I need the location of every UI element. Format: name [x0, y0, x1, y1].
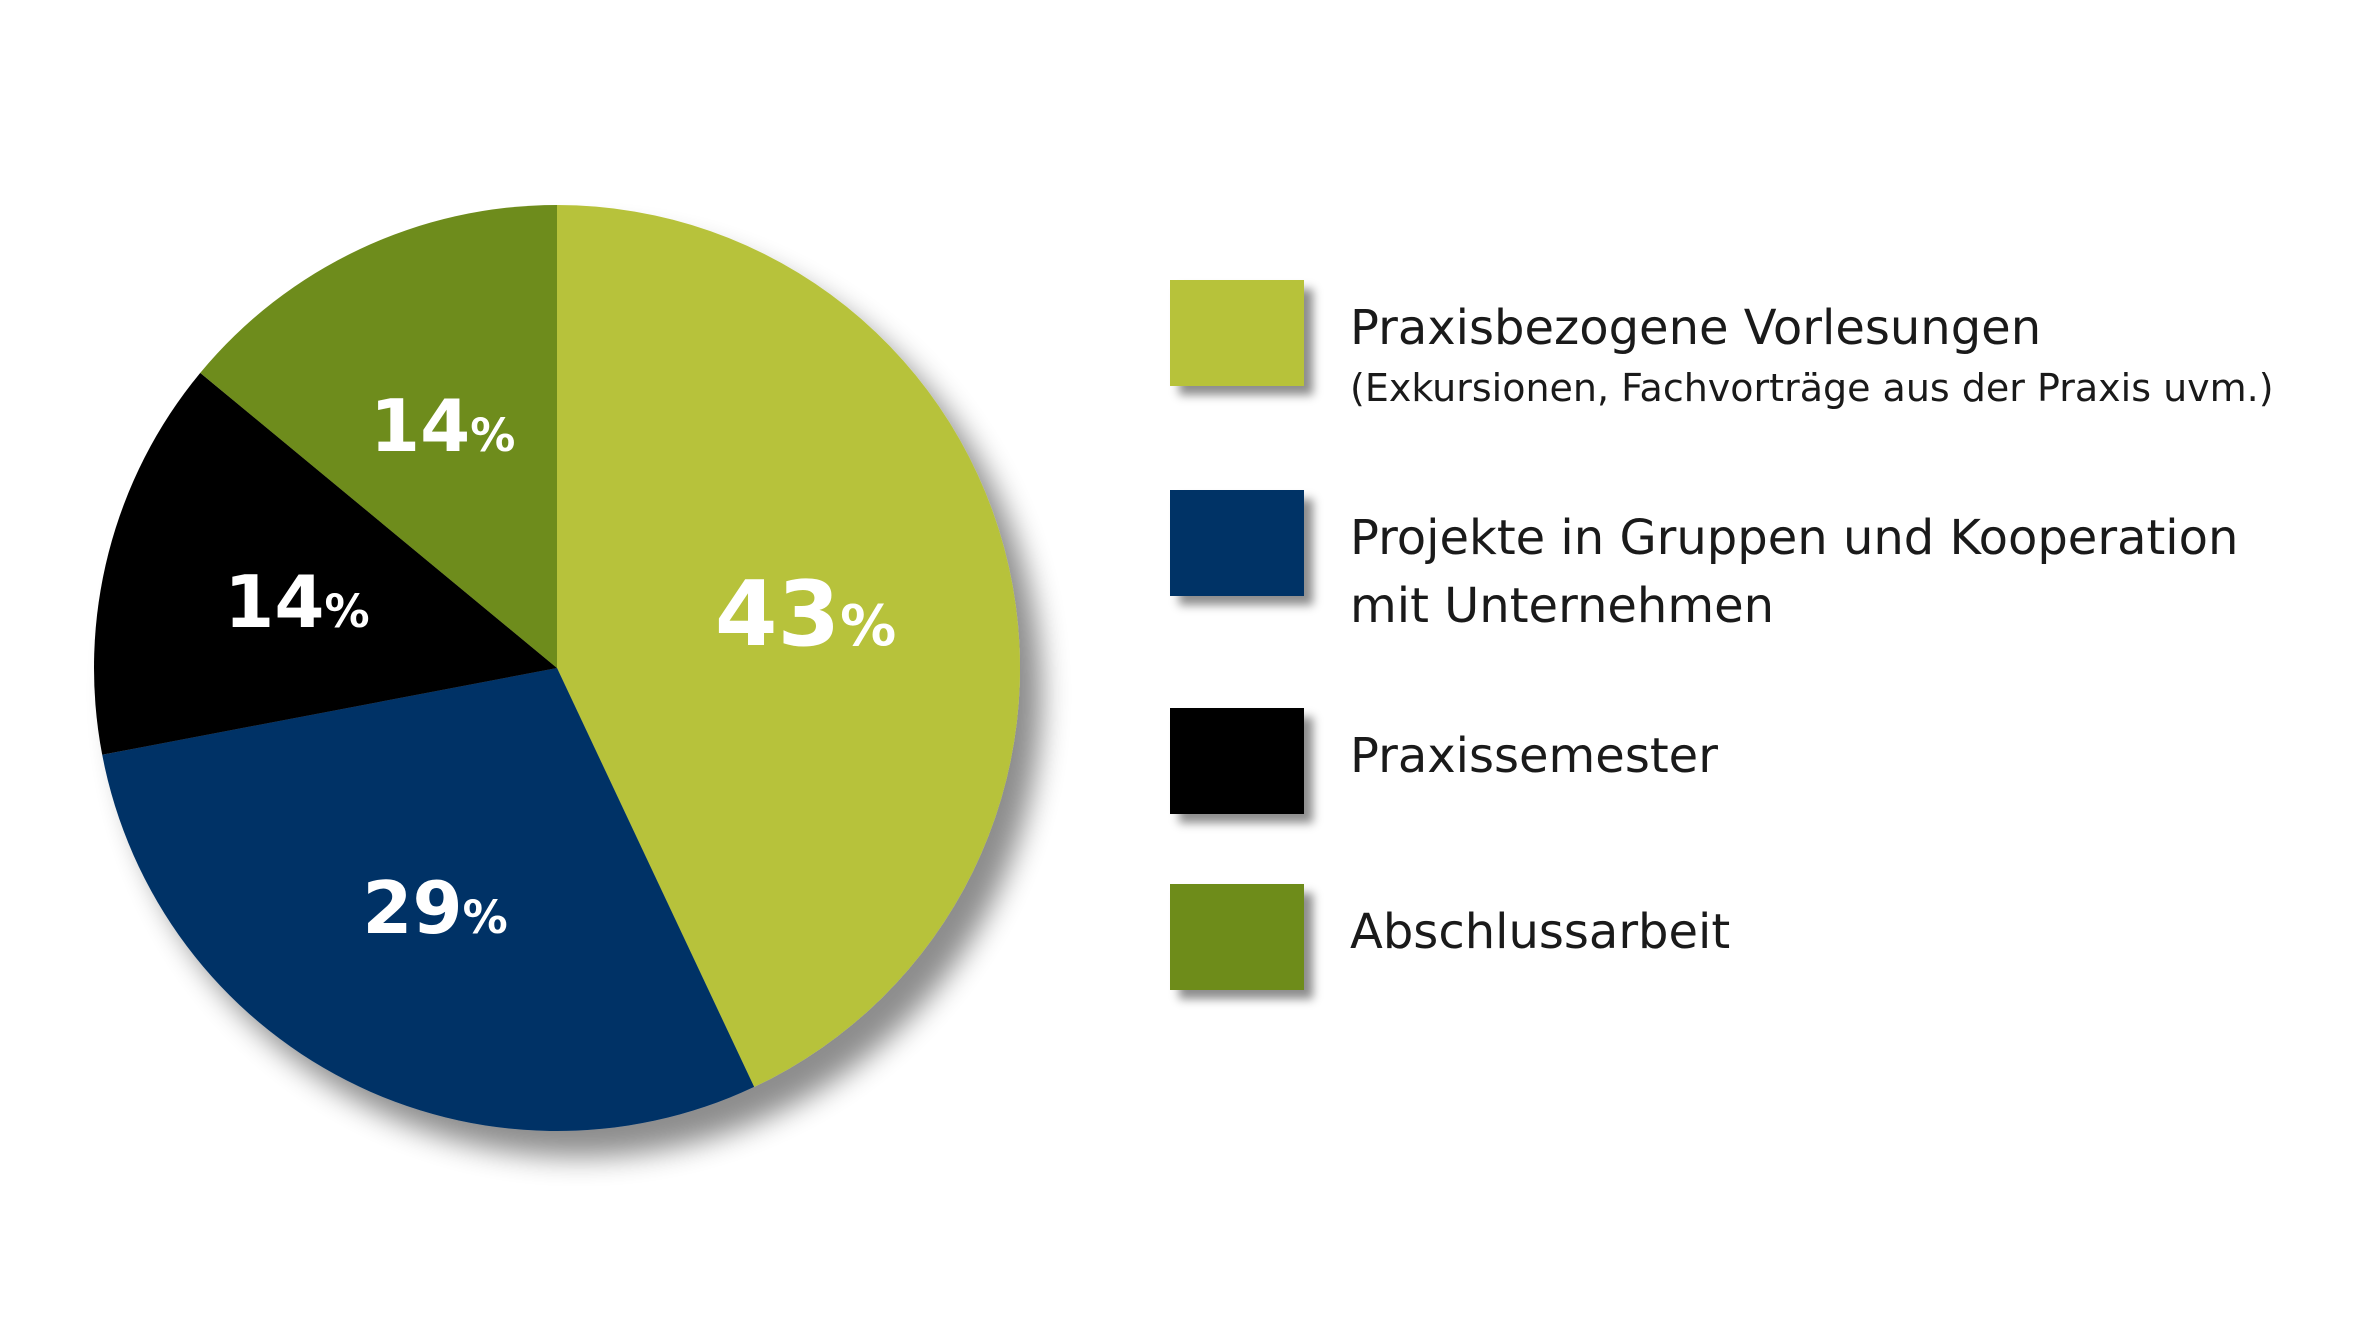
legend-swatch-praxissemester — [1170, 708, 1304, 814]
legend-label-praxissemester: Praxissemester — [1350, 722, 1718, 790]
slice-unit: % — [463, 891, 508, 944]
pie-chart-svg: 43%29%14%14% — [93, 205, 1020, 1131]
pie-slice-label-projekte-in-gruppen-und-kooperation-mit-unternehmen: 29% — [362, 866, 507, 950]
legend-label-line1: Praxisbezogene Vorlesungen — [1350, 300, 2042, 356]
pie-slice-praxisbezogene-vorlesungen — [557, 205, 1020, 1087]
pie-slice-label-praxisbezogene-vorlesungen: 43% — [715, 562, 896, 667]
slice-value: 14 — [224, 560, 324, 644]
legend-label-line1: Abschlussarbeit — [1350, 904, 1731, 960]
pie-slice-projekte-in-gruppen-und-kooperation-mit-unternehmen — [102, 668, 755, 1131]
pie-slice-label-abschlussarbeit: 14% — [370, 384, 515, 468]
legend-swatch-projekte — [1170, 490, 1304, 596]
slice-unit: % — [840, 594, 896, 659]
slice-value: 43 — [715, 562, 840, 667]
legend-label-praxisbezogene-vorlesungen: Praxisbezogene Vorlesungen (Exkursionen,… — [1350, 294, 2274, 414]
pie-slice-praxissemester — [93, 372, 557, 755]
legend-label-abschlussarbeit: Abschlussarbeit — [1350, 898, 1730, 966]
slice-unit: % — [470, 409, 515, 462]
slice-unit: % — [324, 585, 369, 638]
legend-label-projekte: Projekte in Gruppen und Kooperation mit … — [1350, 504, 2238, 640]
legend-label-line1: Praxissemester — [1350, 728, 1718, 784]
legend-swatch-praxisbezogene-vorlesungen — [1170, 280, 1304, 386]
legend-label-line2: mit Unternehmen — [1350, 578, 1775, 634]
pie-slice-abschlussarbeit — [200, 205, 557, 668]
pie-slices — [93, 205, 1020, 1131]
legend-label-line1: Projekte in Gruppen und Kooperation — [1350, 510, 2239, 566]
legend-swatch-abschlussarbeit — [1170, 884, 1304, 990]
pie-slice-label-praxissemester: 14% — [224, 560, 369, 644]
pie-slice-labels: 43%29%14%14% — [224, 384, 896, 950]
legend-label-line2: (Exkursionen, Fachvorträge aus der Praxi… — [1350, 366, 2274, 410]
slice-value: 29 — [362, 866, 462, 950]
slice-value: 14 — [370, 384, 470, 468]
